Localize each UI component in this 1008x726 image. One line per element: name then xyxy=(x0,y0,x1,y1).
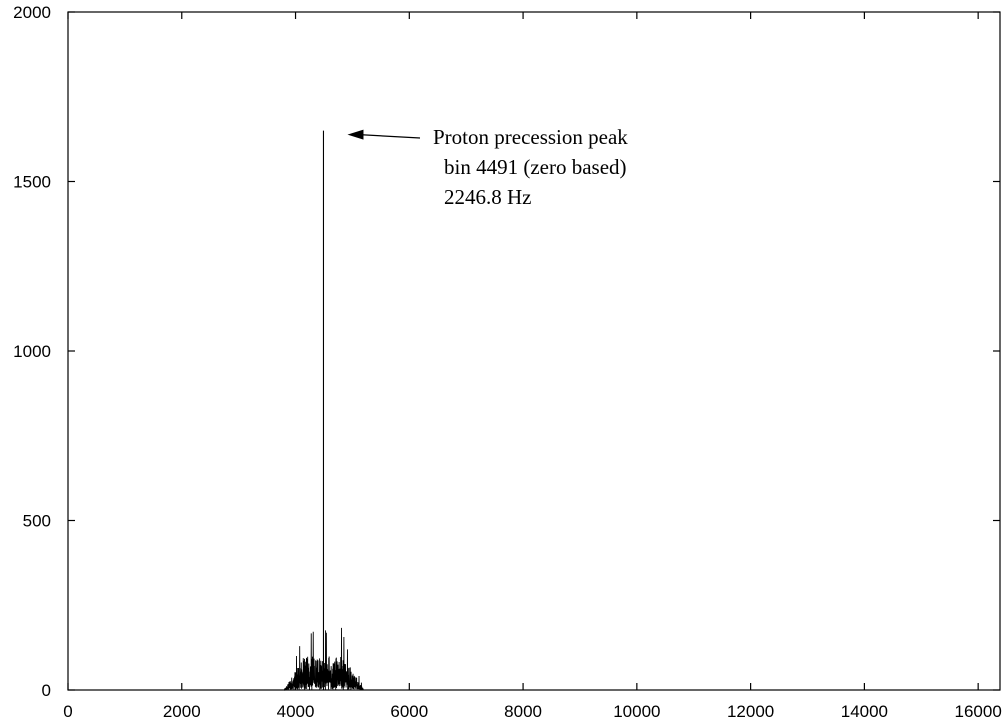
x-tick-label: 4000 xyxy=(277,702,315,721)
x-tick-label: 10000 xyxy=(613,702,660,721)
x-tick-label: 0 xyxy=(63,702,72,721)
y-tick-label: 2000 xyxy=(13,3,51,22)
y-axis-ticks: 0 500 1000 1500 2000 xyxy=(13,3,1000,700)
plot-frame xyxy=(67,11,1001,691)
y-tick-label: 0 xyxy=(42,681,51,700)
peak-annotation: Proton precession peak bin 4491 (zero ba… xyxy=(347,125,628,209)
spectrum-series xyxy=(68,130,1000,691)
x-tick-label: 12000 xyxy=(727,702,774,721)
x-tick-label: 6000 xyxy=(390,702,428,721)
annotation-title: Proton precession peak xyxy=(433,125,628,149)
y-tick-label: 1500 xyxy=(13,173,51,192)
x-tick-label: 8000 xyxy=(504,702,542,721)
x-axis-ticks: 0 2000 4000 6000 8000 10000 12000 14000 16000 xyxy=(63,12,1002,721)
x-tick-label: 16000 xyxy=(955,702,1002,721)
annotation-frequency: 2246.8 Hz xyxy=(444,185,532,209)
annotation-arrow-head xyxy=(347,129,364,140)
x-tick-label: 14000 xyxy=(841,702,888,721)
annotation-arrow-line xyxy=(359,134,421,139)
y-tick-label: 500 xyxy=(23,512,51,531)
spectrum-noise-trace xyxy=(68,627,1000,691)
annotation-bin: bin 4491 (zero based) xyxy=(444,155,627,179)
y-tick-label: 1000 xyxy=(13,342,51,361)
x-tick-label: 2000 xyxy=(163,702,201,721)
